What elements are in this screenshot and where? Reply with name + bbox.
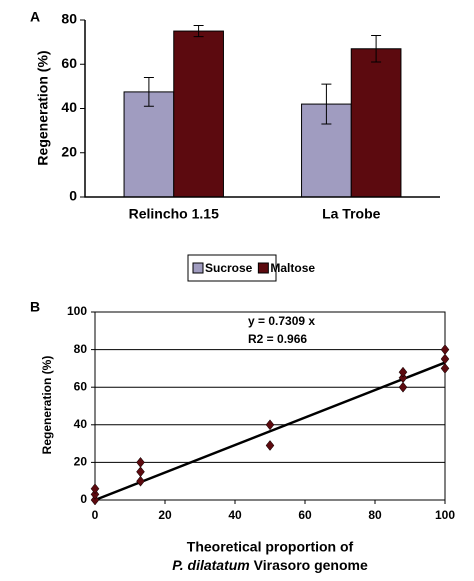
panel-label: B: [30, 299, 40, 315]
axis: [84, 20, 440, 198]
error-bar: [143, 77, 154, 107]
y-tick-label: 60: [61, 55, 77, 71]
x-tick-label: Relincho 1.15: [129, 206, 219, 222]
point: [90, 488, 100, 500]
y-axis-label: Regeneration (%): [35, 50, 51, 165]
y-tick-label: 60: [74, 379, 88, 393]
x-tick-label: 60: [298, 508, 312, 522]
annotation: R2 = 0.966: [248, 332, 307, 346]
point: [136, 456, 145, 468]
y-tick-label: 80: [61, 11, 77, 27]
x-axis-label-rest: Virasoro genome: [254, 557, 368, 573]
x-axis-label-italic: P. dilatatum: [172, 557, 250, 573]
x-tick-label: 40: [228, 508, 242, 522]
x-axis-label: Theoretical proportion of: [187, 539, 354, 555]
y-tick-label: 0: [69, 188, 77, 204]
x-axis-label: P. dilatatum Virasoro genome: [172, 557, 368, 573]
annotation: y = 0.7309 x: [248, 314, 315, 328]
x-tick-label: 20: [158, 508, 172, 522]
point: [440, 353, 450, 365]
point: [90, 494, 100, 506]
trend-line: [94, 361, 446, 502]
point: [136, 466, 145, 478]
point: [398, 372, 408, 384]
point: [136, 475, 145, 487]
legend-label: Maltose: [270, 261, 315, 275]
y-tick-label: 0: [80, 492, 87, 506]
legend-swatch: [257, 262, 269, 274]
point: [265, 440, 275, 451]
x-tick-label: La Trobe: [322, 206, 381, 222]
point: [265, 419, 275, 431]
legend-label: Sucrose: [205, 261, 253, 275]
y-tick-label: 20: [61, 143, 77, 159]
y-tick-label: 20: [74, 455, 88, 469]
x-tick-label: 0: [92, 508, 99, 522]
point: [90, 483, 100, 495]
point: [398, 366, 408, 378]
y-tick-label: 100: [67, 304, 87, 318]
error-bar: [321, 83, 332, 125]
plot-border: [94, 311, 446, 501]
bar: [173, 30, 224, 198]
error-bar: [193, 25, 204, 38]
bar: [350, 48, 402, 198]
point: [440, 362, 450, 374]
panel-label: A: [30, 9, 40, 25]
y-tick-label: 40: [74, 417, 88, 431]
error-bar: [371, 34, 382, 63]
point: [398, 381, 408, 393]
y-tick-label: 80: [74, 342, 88, 356]
bar: [123, 91, 175, 198]
y-tick-label: 40: [61, 99, 77, 115]
x-tick-label: 100: [435, 508, 455, 522]
y-axis-label: Regeneration (%): [40, 356, 54, 455]
legend-swatch: [192, 262, 204, 274]
x-tick-label: 80: [368, 508, 382, 522]
point: [440, 344, 450, 356]
